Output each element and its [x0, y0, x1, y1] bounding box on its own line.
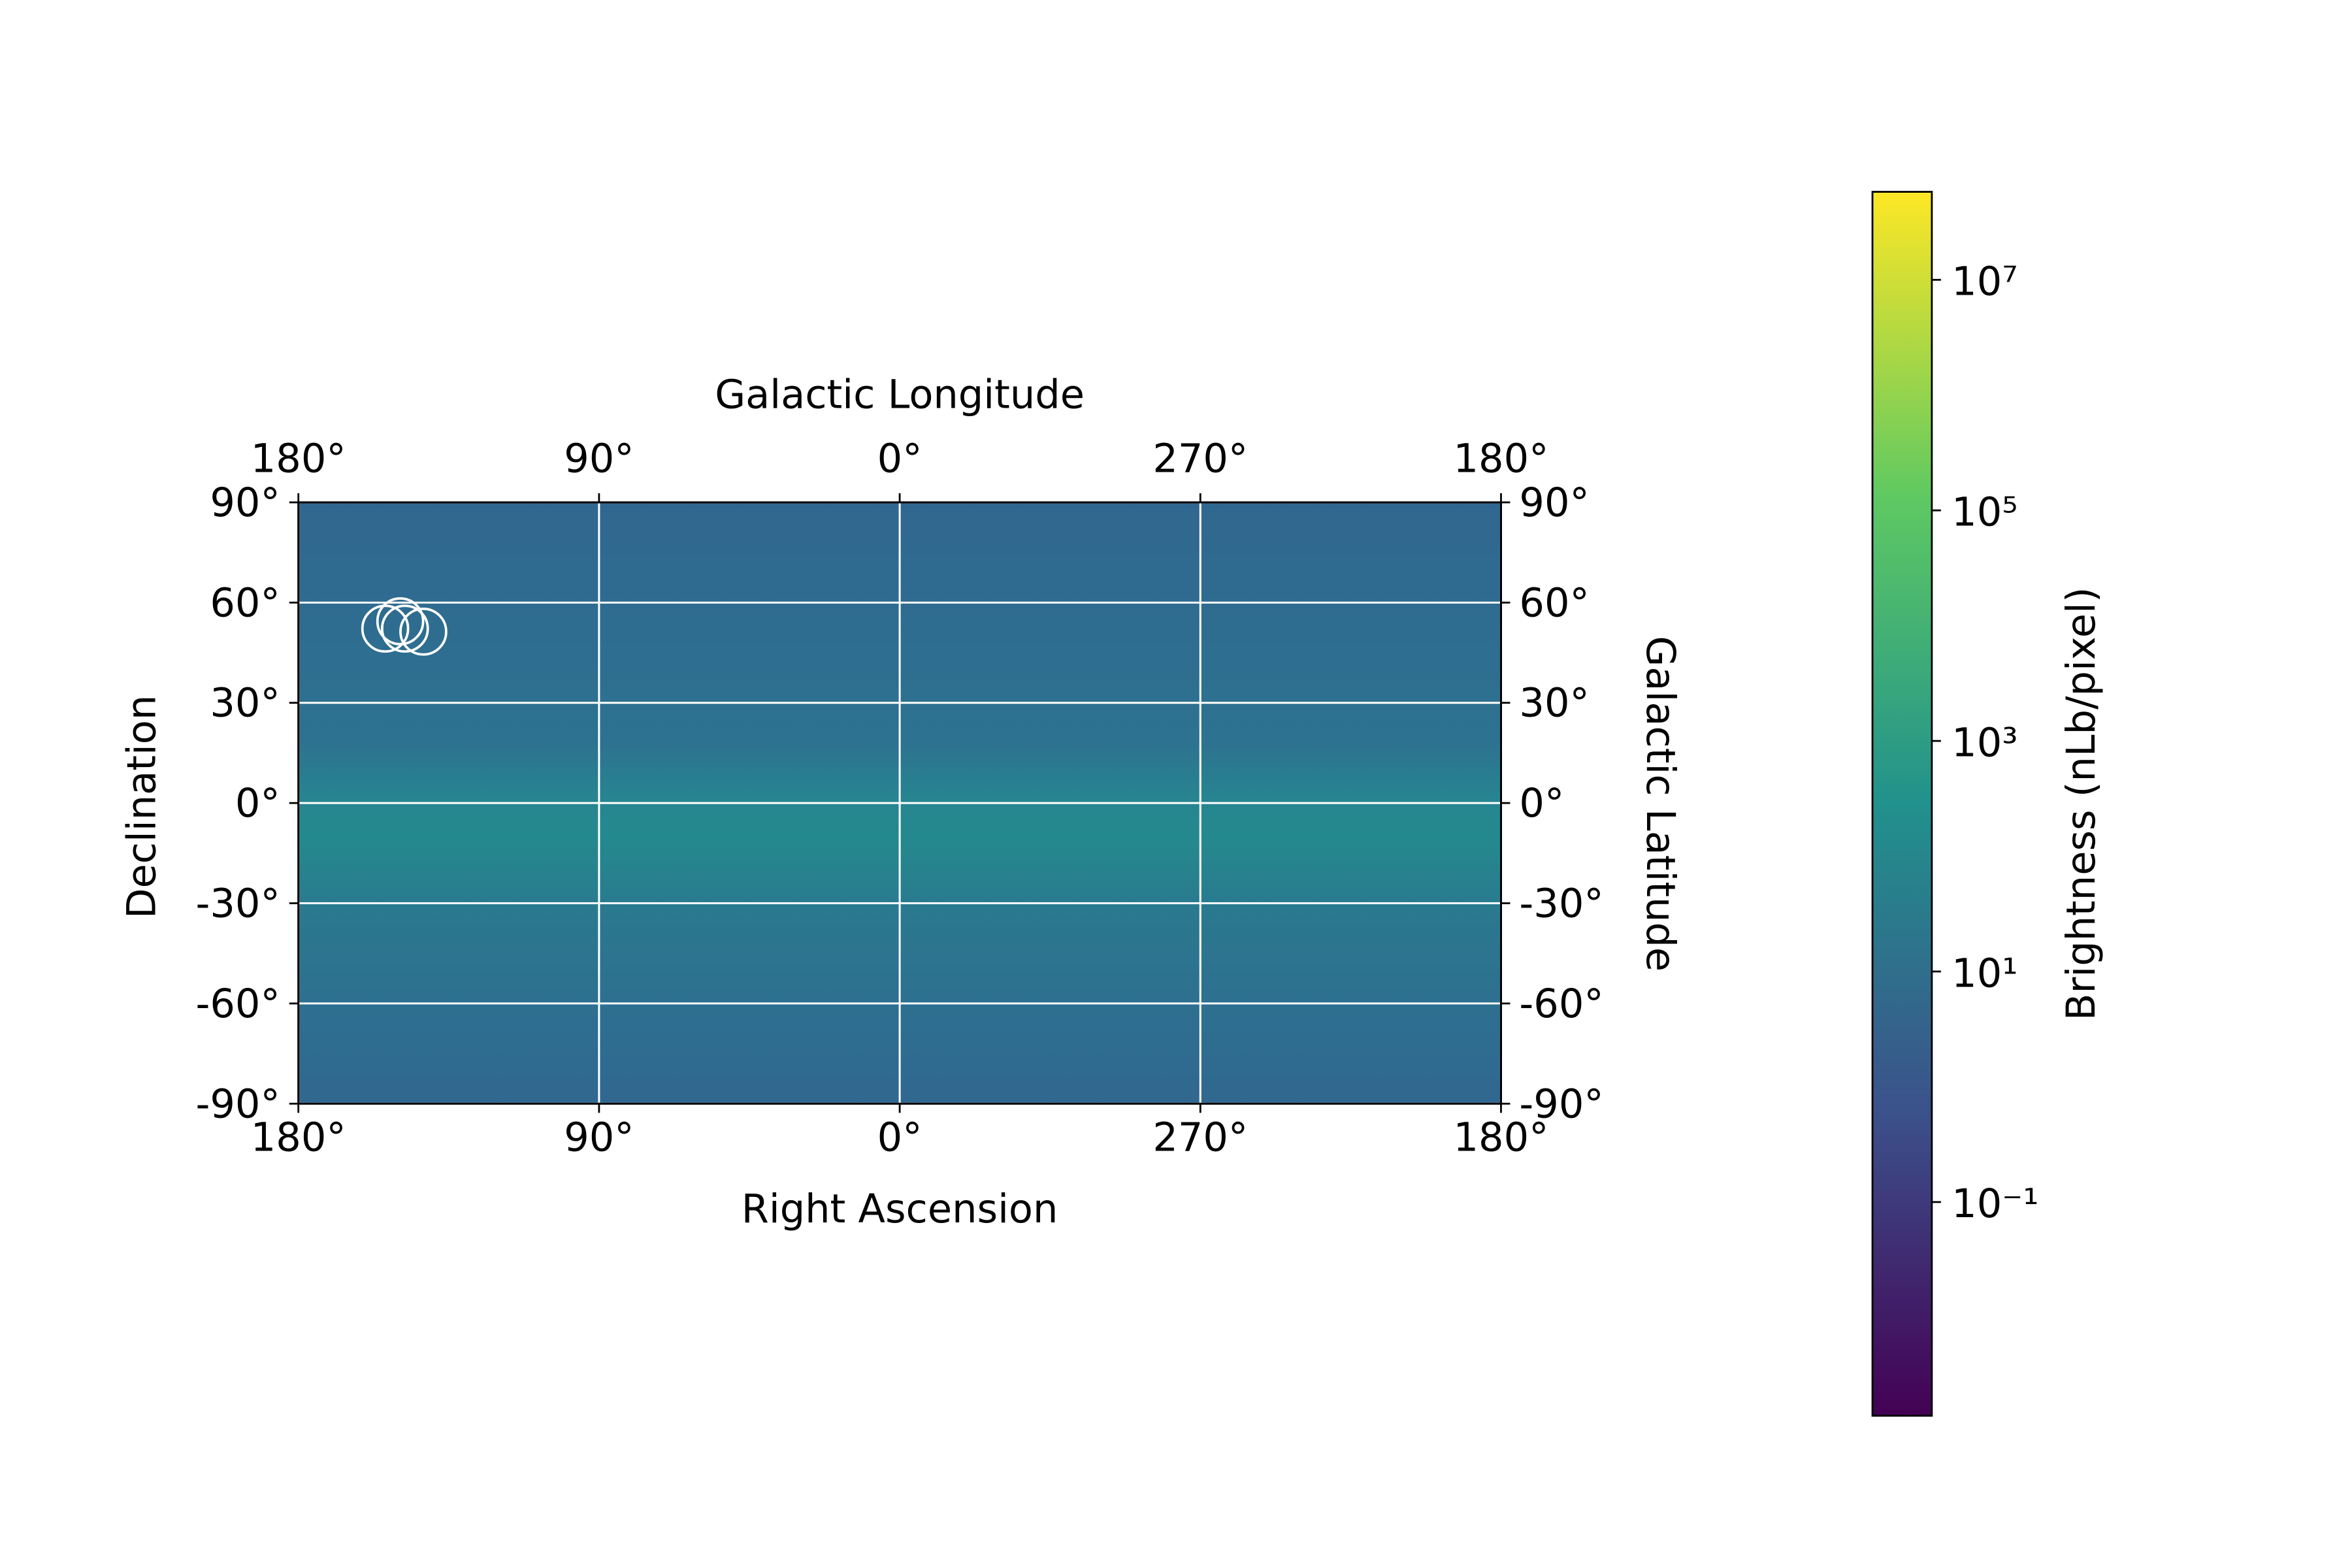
x2-tick-label: 270°	[1152, 436, 1248, 482]
colorbar-tick-label: 10⁻¹	[1952, 1181, 2038, 1227]
colorbar	[1871, 191, 1933, 1417]
y2-tick-label: 60°	[1519, 580, 1589, 626]
marker	[361, 604, 410, 653]
y-tick-label: -30°	[196, 881, 280, 926]
y2-tick-label: -30°	[1519, 881, 1603, 926]
marker	[399, 607, 448, 656]
y2-tick-label: 90°	[1519, 480, 1589, 526]
y2-tick-label: -90°	[1519, 1081, 1603, 1127]
x-tick-label: 180°	[1454, 1115, 1549, 1161]
x2-tick-label: 180°	[251, 436, 346, 482]
x2-tick-label: 0°	[877, 436, 923, 482]
x2-tick-label: 90°	[564, 436, 634, 482]
y2-tick-label: -60°	[1519, 981, 1603, 1027]
y2-tick-label: 30°	[1519, 681, 1589, 727]
colorbar-tick-label: 10⁷	[1952, 259, 2017, 305]
plot-layer	[297, 501, 1502, 1105]
y-tick-label: 90°	[210, 480, 280, 526]
x-tick-label: 90°	[564, 1115, 634, 1161]
y-tick-label: 60°	[210, 580, 280, 626]
colorbar-tick-label: 10¹	[1952, 951, 2017, 996]
y-tick-label: 0°	[235, 781, 280, 826]
marker	[380, 604, 429, 653]
y-tick-label: -60°	[196, 981, 280, 1027]
x-tick-label: 180°	[251, 1115, 346, 1161]
colorbar-tick-label: 10⁵	[1952, 489, 2017, 535]
x-axis-label: Right Ascension	[742, 1186, 1058, 1232]
marker	[376, 597, 425, 645]
y-axis-label: Declination	[120, 695, 165, 919]
x-tick-label: 270°	[1152, 1115, 1248, 1161]
y-tick-label: 30°	[210, 681, 280, 727]
x-tick-label: 0°	[877, 1115, 923, 1161]
y-tick-label: -90°	[196, 1081, 280, 1127]
y2-axis-label: Galactic Latitude	[1637, 636, 1683, 972]
x2-axis-label: Galactic Longitude	[715, 372, 1085, 417]
colorbar-tick-label: 10³	[1952, 720, 2017, 766]
y2-tick-label: 0°	[1519, 781, 1564, 826]
colorbar-label: Brightness (nLb/pixel)	[2059, 587, 2104, 1021]
x2-tick-label: 180°	[1454, 436, 1549, 482]
